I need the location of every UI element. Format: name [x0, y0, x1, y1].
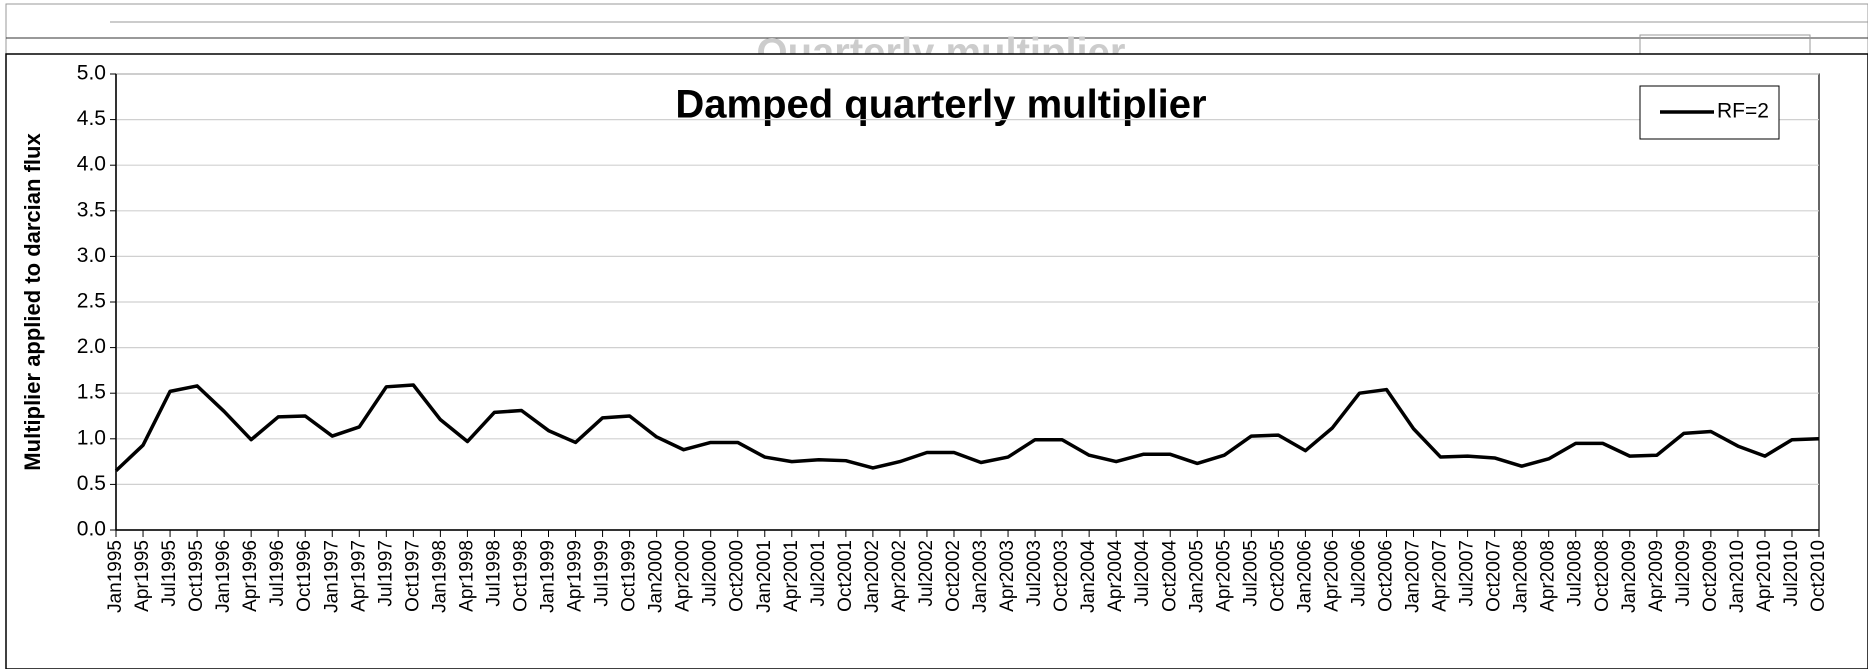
x-tick-label: Jan2007	[1403, 540, 1424, 613]
x-tick-label: Jan2009	[1619, 540, 1640, 613]
x-tick-label: Jul1998	[483, 540, 504, 607]
x-tick-label: Apr1996	[240, 540, 261, 612]
x-tick-label: Jul1996	[267, 540, 288, 607]
x-tick-label: Jan1999	[538, 540, 559, 613]
x-tick-label: Oct2008	[1592, 540, 1613, 612]
x-tick-label: Jan1995	[105, 540, 126, 613]
y-tick-label: 5.0	[77, 62, 106, 85]
chart-frame	[5, 53, 1868, 669]
x-tick-label: Apr2007	[1430, 540, 1451, 612]
x-tick-label: Jul2003	[1024, 540, 1045, 607]
x-tick-label: Jul2000	[700, 540, 721, 607]
x-tick-label: Oct2003	[1051, 540, 1072, 612]
x-tick-label: Jul2005	[1240, 540, 1261, 607]
x-tick-label: Apr2001	[781, 540, 802, 612]
y-tick-label: 1.5	[77, 381, 106, 404]
x-tick-label: Oct2009	[1700, 540, 1721, 612]
x-tick-label: Jul2007	[1457, 540, 1478, 607]
x-tick-label: Jul1997	[375, 540, 396, 607]
y-tick-label: 3.0	[77, 244, 106, 267]
x-tick-label: Apr2010	[1754, 540, 1775, 612]
x-tick-label: Oct1998	[510, 540, 531, 612]
x-tick-label: Apr2008	[1538, 540, 1559, 612]
x-tick-label: Jul2006	[1348, 540, 1369, 607]
x-tick-label: Jan2002	[862, 540, 883, 613]
y-tick-label: 2.0	[77, 335, 106, 358]
x-tick-label: Apr2004	[1105, 540, 1126, 612]
x-tick-label: Oct2002	[943, 540, 964, 612]
x-tick-label: Apr1998	[456, 540, 477, 612]
x-tick-label: Apr2003	[997, 540, 1018, 612]
x-tick-label: Jan2010	[1727, 540, 1748, 613]
x-tick-label: Oct1995	[186, 540, 207, 612]
x-tick-label: Jan2006	[1294, 540, 1315, 613]
line-series	[114, 383, 1820, 472]
legend-label: RF=2	[1717, 100, 1769, 123]
x-tick-label: Oct1999	[619, 540, 640, 612]
x-tick-label: Oct2007	[1484, 540, 1505, 612]
x-tick-label: Jan1998	[429, 540, 450, 613]
x-tick-label: Oct2005	[1267, 540, 1288, 612]
x-tick-label: Apr2000	[673, 540, 694, 612]
y-tick-label: 2.5	[77, 290, 106, 313]
x-tick-label: Oct2000	[727, 540, 748, 612]
y-tick-label: 0.5	[77, 472, 106, 495]
y-tick-label: 1.0	[77, 426, 106, 449]
y-tick-label: 0.0	[77, 518, 106, 541]
x-tick-label: Apr1999	[565, 540, 586, 612]
x-tick-label: Jan1997	[321, 540, 342, 613]
x-tick-label: Jan2001	[754, 540, 775, 613]
x-tick-label: Jan2004	[1078, 540, 1099, 613]
x-tick-label: Jul2002	[916, 540, 937, 607]
x-tick-label: Oct2010	[1808, 540, 1829, 612]
y-axis-label: Multiplier applied to darcian flux	[20, 133, 45, 471]
x-tick-label: Jan1996	[213, 540, 234, 613]
x-tick-label: Jul2004	[1132, 540, 1153, 607]
x-tick-label: Oct1997	[402, 540, 423, 612]
x-tick-label: Apr2002	[889, 540, 910, 612]
x-tick-label: Oct2006	[1376, 540, 1397, 612]
x-tick-label: Jan2003	[970, 540, 991, 613]
x-tick-label: Jul1999	[592, 540, 613, 607]
x-tick-label: Apr2005	[1213, 540, 1234, 612]
x-tick-label: Apr2009	[1646, 540, 1667, 612]
x-tick-label: Jul2001	[808, 540, 829, 607]
x-tick-label: Apr2006	[1321, 540, 1342, 612]
x-tick-label: Jul2010	[1781, 540, 1802, 607]
x-tick-label: Oct2004	[1159, 540, 1180, 612]
y-tick-label: 4.5	[77, 107, 106, 130]
x-tick-label: Jul1995	[159, 540, 180, 607]
x-tick-label: Oct2001	[835, 540, 856, 612]
x-tick-label: Oct1996	[294, 540, 315, 612]
x-tick-label: Jan2000	[646, 540, 667, 613]
y-tick-label: 3.5	[77, 198, 106, 221]
x-tick-label: Jan2008	[1511, 540, 1532, 613]
x-tick-label: Jan2005	[1186, 540, 1207, 613]
x-tick-label: Apr1997	[348, 540, 369, 612]
x-tick-label: Apr1995	[132, 540, 153, 612]
y-tick-label: 4.0	[77, 153, 106, 176]
x-tick-label: Jul2009	[1673, 540, 1694, 607]
x-tick-label: Jul2008	[1565, 540, 1586, 607]
